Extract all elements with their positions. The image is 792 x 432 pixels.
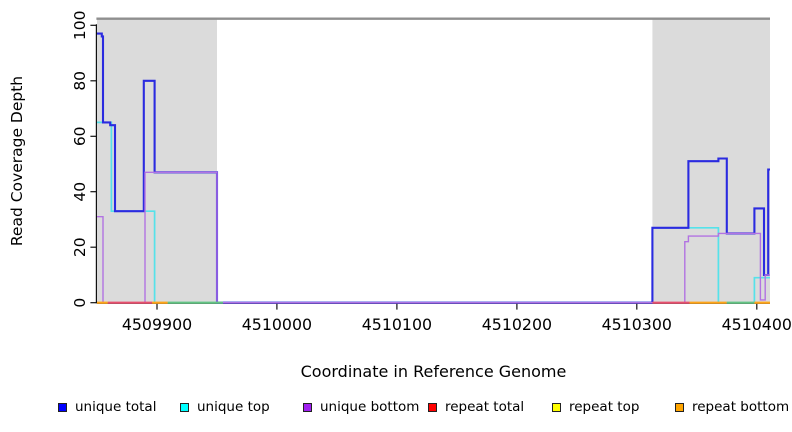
- y-tick-label: 60: [71, 126, 89, 146]
- y-tick-label: 20: [71, 237, 89, 257]
- y-axis-title: Read Coverage Depth: [8, 75, 26, 247]
- y-tick-label: 40: [71, 182, 89, 202]
- repeat-region-band: [97, 18, 217, 303]
- x-tick-label: 4510100: [362, 315, 432, 334]
- x-tick-label: 4510400: [722, 315, 792, 334]
- y-tick-label: 0: [71, 298, 89, 308]
- y-tick-label: 80: [71, 71, 89, 91]
- x-tick-label: 4510000: [242, 315, 312, 334]
- x-axis-title: Coordinate in Reference Genome: [300, 362, 567, 381]
- x-tick-label: 4510300: [602, 315, 672, 334]
- y-tick-label: 100: [71, 11, 89, 41]
- x-tick-label: 4510200: [482, 315, 552, 334]
- x-tick-label: 4509900: [122, 315, 192, 334]
